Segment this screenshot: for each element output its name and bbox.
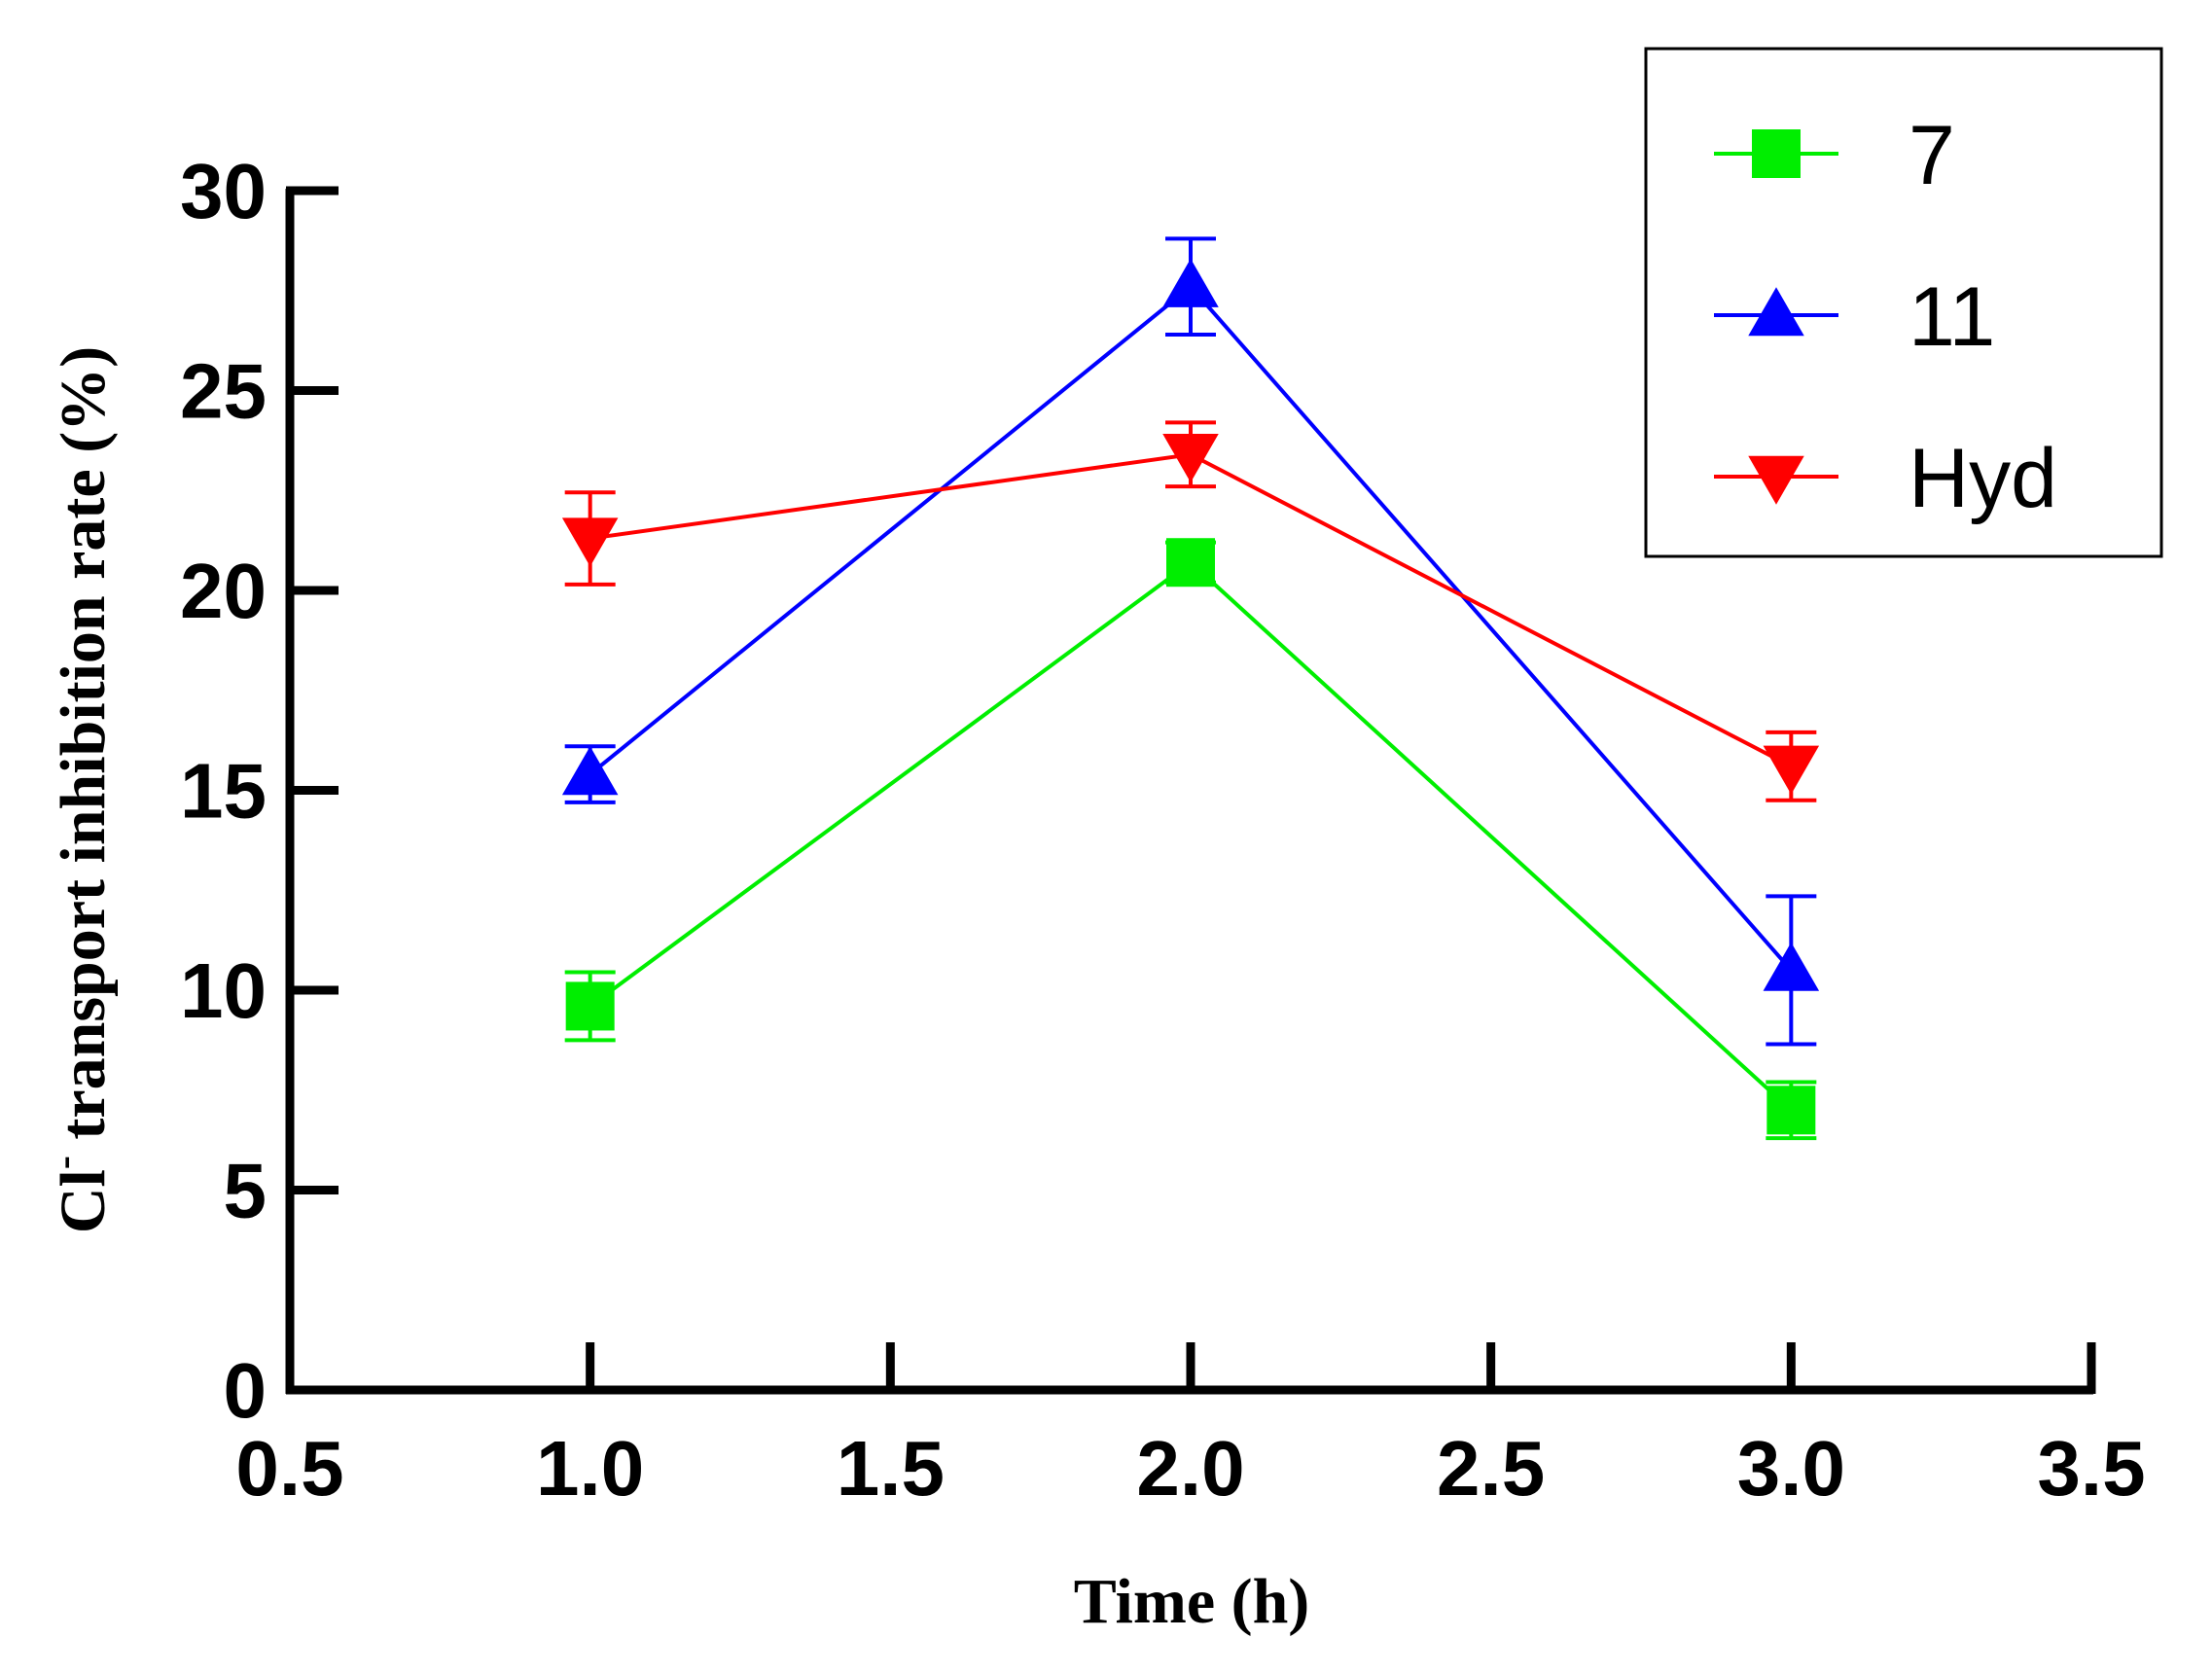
- series-11: [561, 236, 1820, 1047]
- legend-marker: [1748, 287, 1804, 337]
- data-point: [1162, 434, 1219, 483]
- legend-marker: [1752, 129, 1801, 178]
- legend-item-7: 7: [1714, 109, 1955, 202]
- legend-marker: [1748, 455, 1804, 505]
- x-tick-label: 2.5: [1437, 1425, 1545, 1512]
- legend-box: [1644, 47, 2163, 558]
- data-point: [561, 746, 619, 796]
- data-point: [1162, 258, 1219, 307]
- x-axis-title: Time (h): [1074, 1566, 1310, 1637]
- x-tick-label: 3.0: [1737, 1425, 1845, 1512]
- y-tick-label: 20: [180, 548, 267, 634]
- legend-label: 11: [1909, 270, 1995, 364]
- data-point: [565, 981, 615, 1031]
- y-axis-title-suffix: transport inhibition rate (%): [48, 346, 119, 1156]
- data-point: [561, 517, 619, 567]
- series-line: [589, 559, 1793, 1112]
- series-line: [589, 452, 1793, 768]
- y-axis-title-prefix: Cl: [48, 1169, 119, 1233]
- y-tick-label: 25: [180, 348, 267, 435]
- tick-labels: 0.5 1.0 1.5 2.0 2.5 3.0 3.5 0 5 10 15 20 25 30: [180, 148, 2146, 1512]
- data-point: [1763, 745, 1820, 795]
- plot-area: [561, 236, 1820, 1141]
- x-tick-label: 1.5: [837, 1425, 945, 1512]
- y-tick-label: 15: [180, 748, 267, 835]
- x-tick-label: 2.0: [1136, 1425, 1244, 1512]
- data-point: [1766, 1086, 1816, 1135]
- x-tick-label: 1.0: [536, 1425, 644, 1512]
- legend-item-Hyd: Hyd: [1714, 432, 2057, 525]
- legend-label: Hyd: [1909, 432, 2057, 525]
- y-tick-label: 0: [224, 1347, 268, 1434]
- y-tick-label: 5: [224, 1148, 268, 1234]
- x-tick-label: 0.5: [235, 1425, 343, 1512]
- y-axis-title: Cl- transport inhibition rate (%): [42, 346, 119, 1233]
- data-point: [1166, 538, 1215, 588]
- legend: 7 11 Hyd: [1644, 47, 2163, 558]
- x-tick-label: 3.5: [2037, 1425, 2145, 1512]
- series-Hyd: [561, 420, 1820, 802]
- y-axis-title-superscript: -: [42, 1156, 87, 1169]
- legend-item-11: 11: [1714, 270, 1995, 364]
- y-tick-label: 10: [180, 947, 267, 1034]
- series-line: [589, 283, 1793, 972]
- series-7: [564, 538, 1817, 1141]
- tick-marks: [285, 186, 2096, 1395]
- data-point: [1763, 942, 1820, 991]
- y-tick-label: 30: [180, 148, 267, 234]
- legend-label: 7: [1909, 109, 1955, 202]
